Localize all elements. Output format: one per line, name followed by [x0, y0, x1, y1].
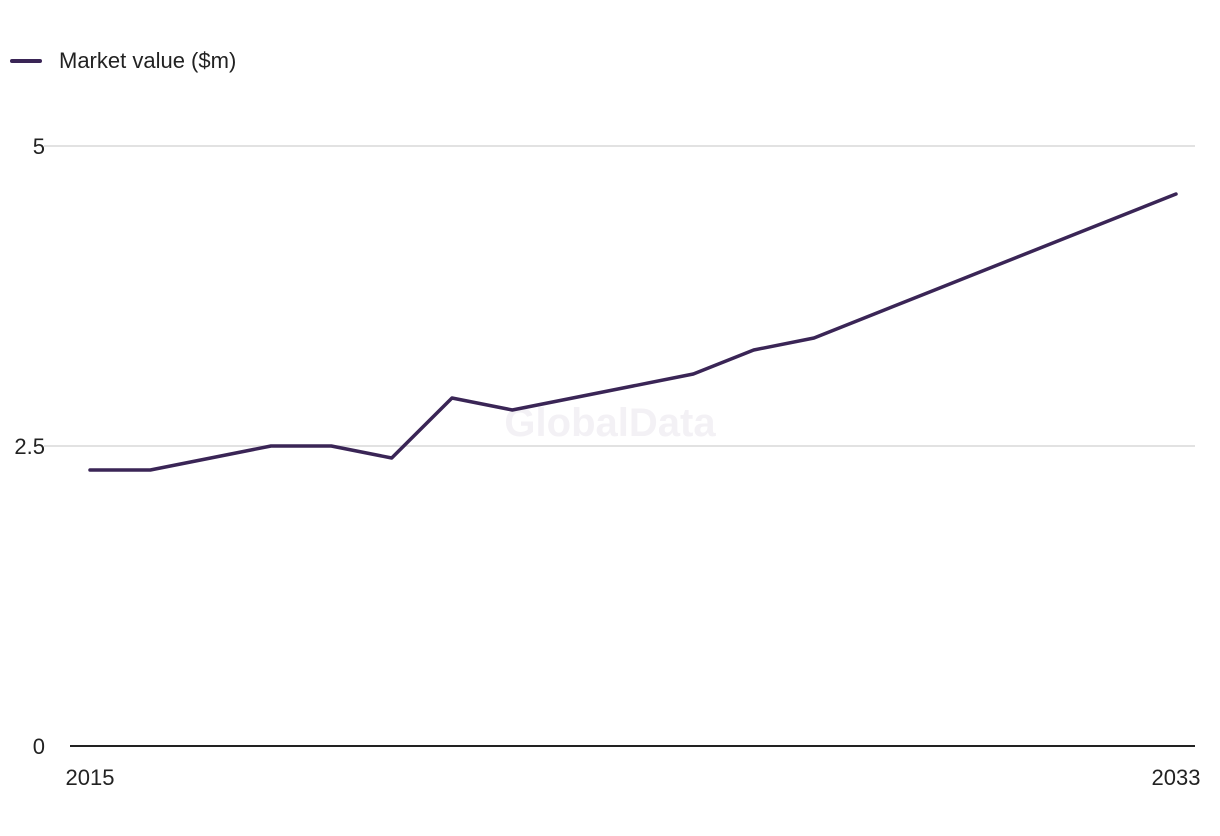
x-axis-ticks: 2015 2033 [66, 765, 1201, 790]
data-point [449, 395, 455, 401]
data-point [87, 467, 93, 473]
x-tick-label: 2033 [1152, 765, 1201, 790]
legend-label: Market value ($m) [59, 48, 237, 73]
series-line [88, 192, 1178, 472]
data-point [690, 371, 696, 377]
data-point [871, 311, 877, 317]
y-axis-ticks: 02.55 [14, 134, 45, 759]
data-point [509, 407, 515, 413]
data-point [1052, 239, 1058, 245]
gridlines [44, 145, 1195, 447]
data-point [630, 383, 636, 389]
y-tick-label: 5 [33, 134, 45, 159]
data-point [328, 443, 334, 449]
data-point [751, 347, 757, 353]
watermark: GlobalData [504, 401, 716, 445]
data-point [1113, 215, 1119, 221]
data-point [992, 263, 998, 269]
series-group [87, 191, 1179, 473]
y-tick-label: 0 [33, 734, 45, 759]
data-point [268, 443, 274, 449]
data-point [1173, 191, 1179, 197]
data-point [570, 395, 576, 401]
data-point [208, 455, 214, 461]
data-point [932, 287, 938, 293]
data-point [811, 335, 817, 341]
legend-swatch [10, 59, 42, 63]
legend: Market value ($m) [10, 46, 236, 76]
data-point [389, 455, 395, 461]
data-point [147, 467, 153, 473]
y-tick-label: 2.5 [14, 434, 45, 459]
x-tick-label: 2015 [66, 765, 115, 790]
